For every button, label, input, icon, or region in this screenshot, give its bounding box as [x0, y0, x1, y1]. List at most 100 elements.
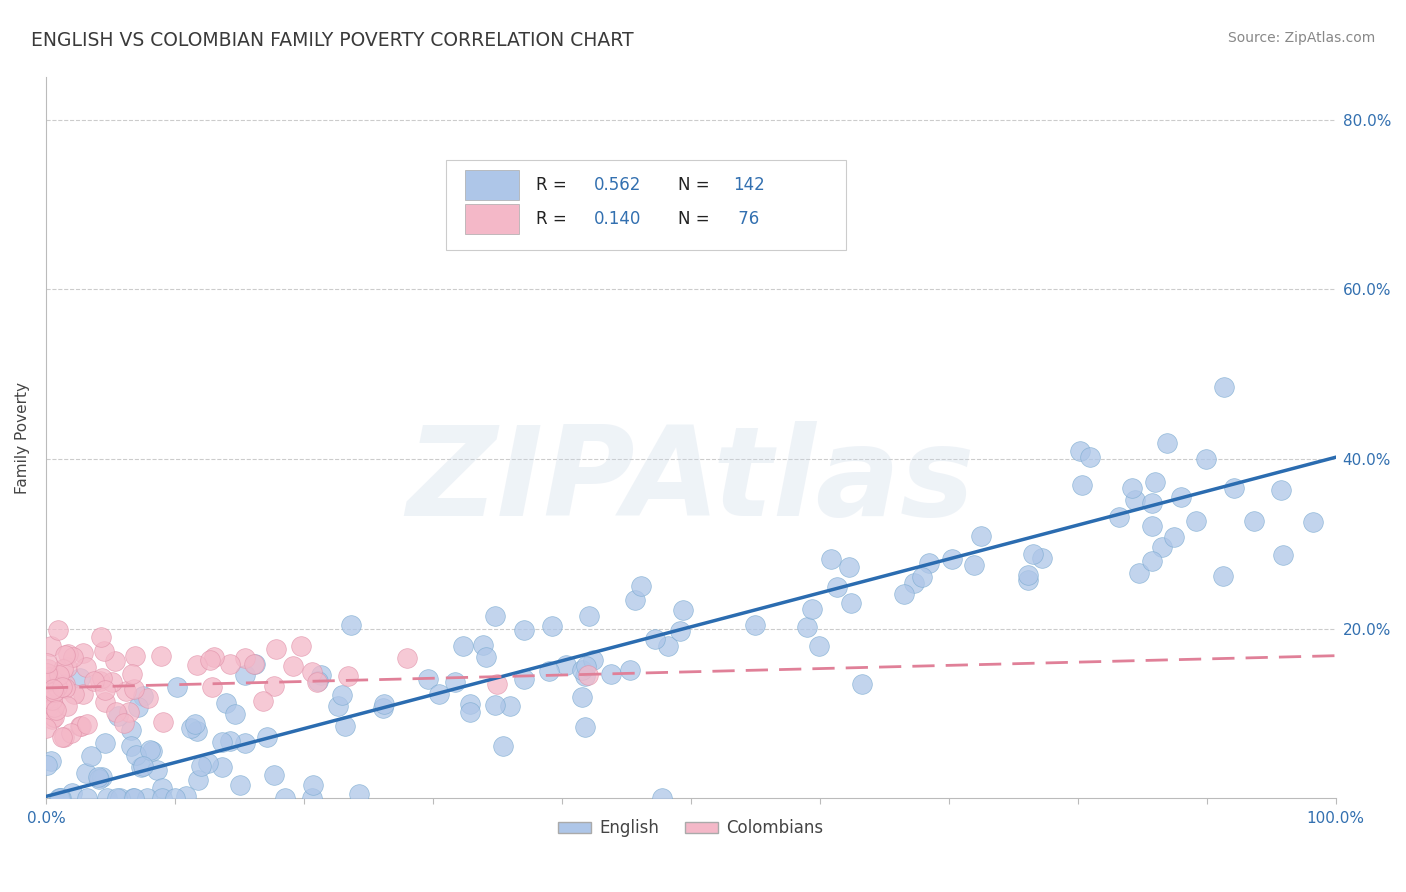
Point	[290, 640, 312, 654]
Point	[201, 680, 224, 694]
Point	[53, 681, 76, 696]
Point	[37, 685, 59, 699]
Point	[657, 640, 679, 654]
Point	[120, 723, 142, 737]
Point	[75, 766, 97, 780]
Point	[211, 734, 233, 748]
Point	[396, 651, 419, 665]
Point	[444, 674, 467, 689]
Point	[575, 658, 598, 673]
Point	[1121, 481, 1143, 495]
Point	[49, 791, 72, 805]
Point	[35, 722, 58, 736]
Point	[90, 771, 112, 785]
Point	[197, 756, 219, 770]
Point	[458, 697, 481, 711]
Point	[416, 673, 439, 687]
Point	[301, 665, 323, 679]
Point	[101, 674, 124, 689]
Point	[233, 736, 256, 750]
Point	[41, 693, 63, 707]
Point	[150, 781, 173, 796]
Point	[644, 632, 666, 646]
Point	[124, 649, 146, 664]
Point	[624, 593, 647, 607]
Text: 0.140: 0.140	[595, 210, 641, 227]
Point	[333, 719, 356, 733]
Point	[1017, 567, 1039, 582]
Point	[619, 664, 641, 678]
Point	[970, 529, 993, 543]
Point	[96, 791, 118, 805]
Point	[55, 648, 77, 662]
Point	[44, 685, 66, 699]
Point	[149, 649, 172, 664]
Point	[1022, 547, 1045, 561]
Point	[174, 789, 197, 803]
Point	[37, 662, 59, 676]
Point	[37, 683, 59, 698]
Point	[72, 646, 94, 660]
Text: ENGLISH VS COLOMBIAN FAMILY POVERTY CORRELATION CHART: ENGLISH VS COLOMBIAN FAMILY POVERTY CORR…	[31, 31, 634, 50]
Point	[52, 730, 75, 744]
Point	[55, 699, 77, 714]
Point	[576, 668, 599, 682]
Point	[56, 647, 79, 661]
Point	[122, 681, 145, 696]
Point	[94, 695, 117, 709]
Point	[541, 619, 564, 633]
Point	[263, 679, 285, 693]
Point	[941, 551, 963, 566]
Point	[827, 580, 849, 594]
Point	[574, 669, 596, 683]
FancyBboxPatch shape	[465, 169, 519, 200]
Point	[1212, 568, 1234, 582]
Point	[373, 697, 395, 711]
Point	[83, 674, 105, 689]
Point	[1152, 540, 1174, 554]
Point	[129, 760, 152, 774]
Point	[263, 768, 285, 782]
Point	[122, 791, 145, 805]
Point	[1078, 450, 1101, 464]
Point	[963, 558, 986, 572]
Point	[851, 677, 873, 691]
Point	[801, 602, 824, 616]
Point	[281, 659, 304, 673]
Point	[165, 791, 187, 805]
Point	[1270, 483, 1292, 497]
Point	[1140, 496, 1163, 510]
Point	[107, 709, 129, 723]
Point	[475, 650, 498, 665]
Point	[75, 660, 97, 674]
Point	[114, 683, 136, 698]
Point	[1213, 380, 1236, 394]
Point	[233, 667, 256, 681]
Point	[60, 786, 83, 800]
Point	[108, 791, 131, 805]
Point	[309, 668, 332, 682]
Point	[48, 623, 70, 637]
Point	[150, 791, 173, 805]
Point	[51, 661, 73, 675]
Point	[45, 703, 67, 717]
Point	[574, 720, 596, 734]
Point	[62, 650, 84, 665]
Point	[51, 731, 73, 745]
Point	[38, 674, 60, 689]
Point	[49, 791, 72, 805]
Point	[76, 717, 98, 731]
Point	[187, 772, 209, 787]
Point	[484, 698, 506, 712]
Point	[35, 758, 58, 772]
Text: N =: N =	[678, 176, 710, 194]
Point	[138, 690, 160, 705]
Point	[373, 701, 395, 715]
Point	[1163, 529, 1185, 543]
Text: R =: R =	[536, 176, 567, 194]
Point	[1156, 435, 1178, 450]
Point	[554, 657, 576, 672]
Point	[35, 690, 58, 705]
Point	[669, 624, 692, 639]
Point	[45, 680, 67, 694]
